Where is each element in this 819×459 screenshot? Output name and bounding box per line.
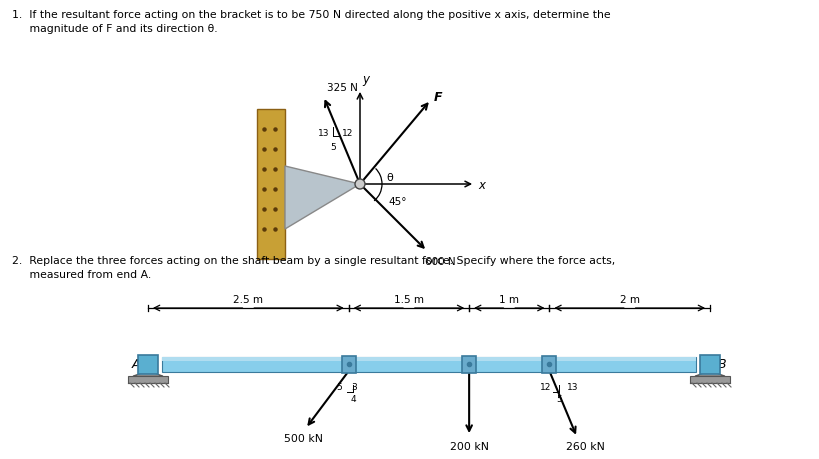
Text: 12: 12 [342,129,353,138]
Text: measured from end A.: measured from end A. [12,269,152,280]
Bar [542,356,556,373]
Bar [128,376,168,383]
Text: 2.  Replace the three forces acting on the shaft beam by a single resultant forc: 2. Replace the three forces acting on th… [12,256,615,265]
Text: 5: 5 [557,395,563,403]
Text: 1.5 m: 1.5 m [394,294,424,304]
Bar [257,110,285,259]
Bar [700,355,720,374]
Polygon shape [285,167,360,230]
Polygon shape [133,371,163,376]
Text: 13: 13 [318,129,330,138]
Text: x: x [478,179,485,192]
Bar [162,357,696,372]
Text: B: B [718,358,726,371]
Text: 1.  If the resultant force acting on the bracket is to be 750 N directed along t: 1. If the resultant force acting on the … [12,10,611,20]
Text: 200 kN: 200 kN [450,441,489,451]
Text: A: A [132,358,140,371]
Text: 13: 13 [568,383,579,392]
Text: 600 N: 600 N [425,257,456,267]
Text: magnitude of F and its direction θ.: magnitude of F and its direction θ. [12,24,218,34]
Text: 325 N: 325 N [328,83,359,93]
Text: 2.5 m: 2.5 m [233,294,264,304]
Text: 500 kN: 500 kN [284,433,323,442]
Text: 1 m: 1 m [500,294,519,304]
Bar [162,360,696,372]
Text: 12: 12 [540,383,551,392]
Text: 2 m: 2 m [620,294,640,304]
Text: 45°: 45° [388,196,406,207]
Circle shape [355,179,365,190]
Text: 5: 5 [336,383,342,392]
Text: 260 kN: 260 kN [566,442,604,452]
Text: 5: 5 [330,142,336,151]
Text: 3: 3 [351,383,357,392]
Bar [138,355,158,374]
Text: F: F [434,91,442,104]
Text: y: y [362,73,369,86]
Text: 4: 4 [351,395,356,403]
Bar [342,356,355,373]
Polygon shape [695,371,725,376]
Bar [462,356,476,373]
Bar [690,376,730,383]
Text: θ: θ [386,173,393,183]
Bar [162,357,696,361]
